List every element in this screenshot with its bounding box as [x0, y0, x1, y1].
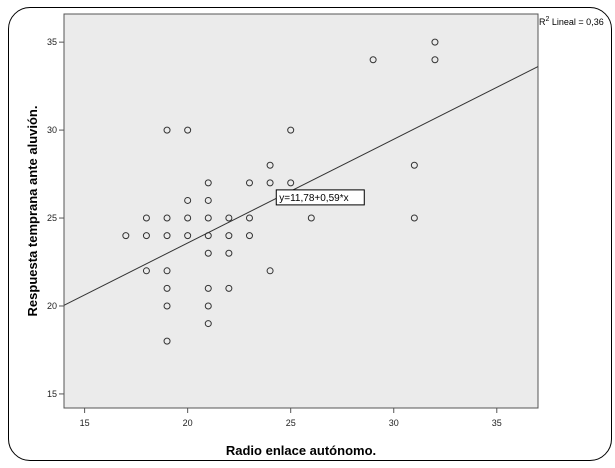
data-point: [163, 284, 171, 292]
x-tick-label: 30: [389, 418, 399, 428]
plot-area: [63, 13, 539, 409]
fit-line: [63, 66, 539, 306]
data-point: [266, 179, 274, 187]
x-tick-label: 15: [80, 418, 90, 428]
data-point: [204, 320, 212, 328]
data-point: [410, 161, 418, 169]
data-point: [225, 284, 233, 292]
data-point: [184, 214, 192, 222]
equation-label-box: y=11,78+0,59*x: [275, 189, 365, 206]
data-point: [369, 56, 377, 64]
data-point: [225, 249, 233, 257]
data-point: [287, 179, 295, 187]
r2-value: Lineal = 0,36: [549, 17, 603, 27]
data-point: [266, 161, 274, 169]
data-point: [142, 214, 150, 222]
data-point: [142, 232, 150, 240]
x-tick-label: 35: [492, 418, 502, 428]
data-point: [184, 126, 192, 134]
data-point: [184, 232, 192, 240]
data-point: [163, 214, 171, 222]
y-tick-label: 35: [47, 37, 57, 47]
data-point: [163, 232, 171, 240]
data-point: [245, 214, 253, 222]
y-tick-label: 25: [47, 213, 57, 223]
data-point: [204, 179, 212, 187]
data-point: [410, 214, 418, 222]
data-point: [204, 249, 212, 257]
data-point: [204, 196, 212, 204]
data-point: [307, 214, 315, 222]
r2-superscript: 2: [546, 16, 550, 23]
x-axis-ticks: 15 20 25 30 35: [80, 408, 502, 428]
data-point: [431, 56, 439, 64]
data-point: [287, 126, 295, 134]
data-point: [163, 126, 171, 134]
data-point: [142, 267, 150, 275]
data-point: [245, 179, 253, 187]
data-point: [266, 267, 274, 275]
data-point: [204, 214, 212, 222]
r2-label-r: R: [539, 17, 546, 27]
y-axis-ticks: 15 20 25 30 35: [47, 37, 64, 399]
equation-box: [275, 189, 365, 206]
x-tick-label: 20: [183, 418, 193, 428]
equation-label: y=11,78+0,59*x: [279, 193, 348, 204]
data-point: [245, 232, 253, 240]
data-point: [431, 38, 439, 46]
data-point: [163, 337, 171, 345]
x-axis-title: Radio enlace autónomo.: [226, 443, 376, 458]
data-point: [163, 267, 171, 275]
data-point: [225, 232, 233, 240]
r2-label: R2 Lineal = 0,36: [539, 16, 604, 27]
data-point: [122, 232, 130, 240]
x-tick-label: 25: [286, 418, 296, 428]
y-tick-label: 15: [47, 389, 57, 399]
data-point: [204, 284, 212, 292]
data-point: [163, 302, 171, 310]
y-tick-label: 20: [47, 301, 57, 311]
data-points: [122, 38, 439, 345]
data-point: [204, 302, 212, 310]
data-point: [225, 214, 233, 222]
y-axis-title: Respuesta temprana ante aluvión.: [25, 106, 40, 317]
y-tick-label: 30: [47, 125, 57, 135]
data-point: [184, 196, 192, 204]
